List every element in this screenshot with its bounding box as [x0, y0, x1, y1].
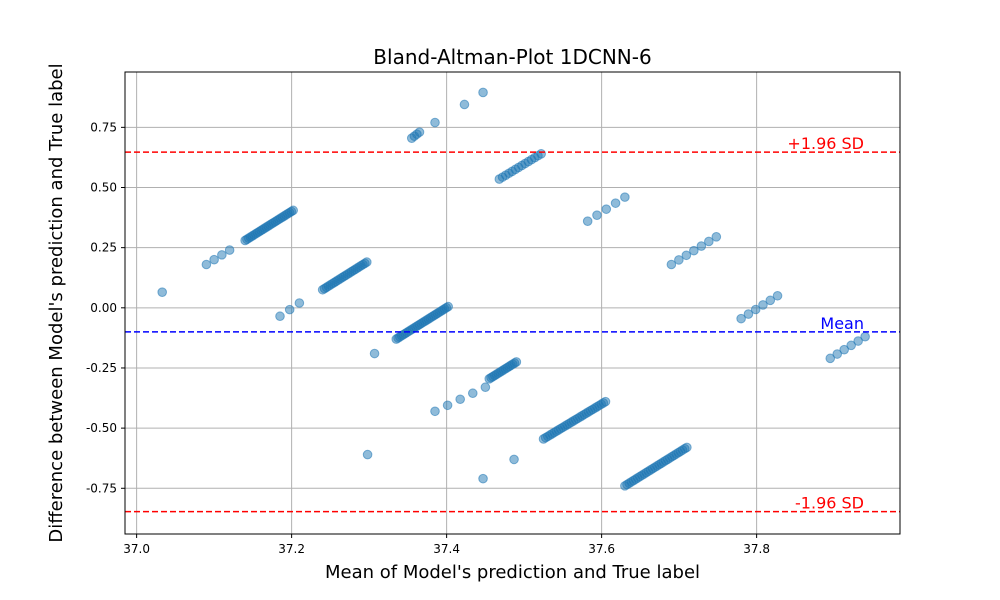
scatter-point — [860, 331, 870, 342]
y-tick-label: -0.75 — [86, 481, 117, 495]
reference-lines: +1.96 SD Mean -1.96 SD — [125, 134, 900, 513]
x-tick-label: 37.8 — [743, 542, 770, 556]
y-tick-label: 0.50 — [90, 181, 117, 195]
reference-line-label: -1.96 SD — [795, 494, 864, 513]
scatter-point — [275, 311, 285, 322]
x-tick-label: 37.2 — [278, 542, 305, 556]
x-tick-label: 37.4 — [433, 542, 460, 556]
scatter-point — [509, 454, 519, 465]
scatter-point — [430, 406, 440, 417]
scatter-point — [839, 344, 850, 355]
scatter-point — [414, 127, 425, 137]
scatter-point — [362, 449, 373, 460]
x-tick-label: 37.0 — [123, 542, 150, 556]
scatter-point — [743, 309, 754, 319]
scatter-point — [674, 255, 684, 265]
scatter-point — [455, 394, 465, 405]
scatter-point — [478, 473, 488, 484]
scatter-point — [201, 259, 212, 270]
scatter-point — [536, 149, 546, 159]
y-tick-label: -0.25 — [86, 361, 117, 375]
scatter-point — [711, 232, 722, 242]
scatter-point — [209, 254, 219, 265]
scatter-point — [750, 304, 761, 315]
scatter-point — [832, 349, 843, 359]
chart-title: Bland-Altman-Plot 1DCNN-6 — [373, 45, 651, 69]
scatter-point — [689, 245, 699, 256]
scatter-point — [846, 340, 856, 351]
scatter-point — [704, 236, 714, 247]
scatter-point — [217, 250, 227, 260]
scatter-point — [682, 442, 692, 453]
plot-frame — [124, 71, 901, 535]
scatter-point — [459, 99, 470, 110]
scatter-point — [601, 204, 612, 214]
y-axis-label: Difference between Model's prediction an… — [46, 63, 67, 542]
y-tick-label: 0.25 — [90, 241, 117, 255]
scatter-point — [443, 301, 453, 312]
scatter-point — [369, 348, 380, 359]
y-tick-label: -0.50 — [86, 421, 117, 435]
x-axis-label: Mean of Model's prediction and True labe… — [325, 562, 700, 583]
scatter-point — [853, 336, 863, 346]
scatter-point — [772, 290, 783, 301]
scatter-point — [284, 304, 295, 315]
scatter-point — [758, 300, 768, 310]
scatter-point — [294, 298, 305, 308]
scatter-point — [478, 87, 488, 98]
x-tick-label: 37.6 — [588, 542, 615, 556]
scatter-points — [157, 87, 870, 491]
scatter-point — [681, 250, 692, 261]
scatter-point — [430, 117, 440, 128]
grid — [125, 72, 900, 534]
scatter-point — [467, 388, 478, 399]
scatter-point — [480, 382, 491, 393]
scatter-point — [362, 257, 372, 267]
scatter-point — [620, 192, 630, 202]
scatter-point — [610, 198, 621, 208]
scatter-point — [696, 241, 707, 251]
scatter-point — [600, 396, 611, 407]
scatter-point — [825, 353, 836, 364]
scatter-point — [288, 205, 298, 216]
y-tick-label: 0.75 — [90, 120, 117, 134]
scatter-point — [592, 210, 602, 220]
scatter-point — [582, 216, 593, 226]
y-tick-label: 0.00 — [90, 301, 117, 315]
reference-line-label: +1.96 SD — [787, 134, 864, 153]
reference-line-label: Mean — [820, 314, 864, 333]
axis-ticks: 37.0 37.2 37.4 37.6 37.8 -0.75 -0.50 -0.25 0.00 0… — [86, 120, 770, 556]
scatter-point — [157, 287, 167, 297]
scatter-point — [736, 313, 746, 324]
scatter-point — [765, 295, 776, 306]
scatter-point — [511, 357, 522, 367]
scatter-point — [442, 400, 453, 411]
scatter-point — [666, 259, 677, 270]
scatter-point — [224, 245, 235, 255]
